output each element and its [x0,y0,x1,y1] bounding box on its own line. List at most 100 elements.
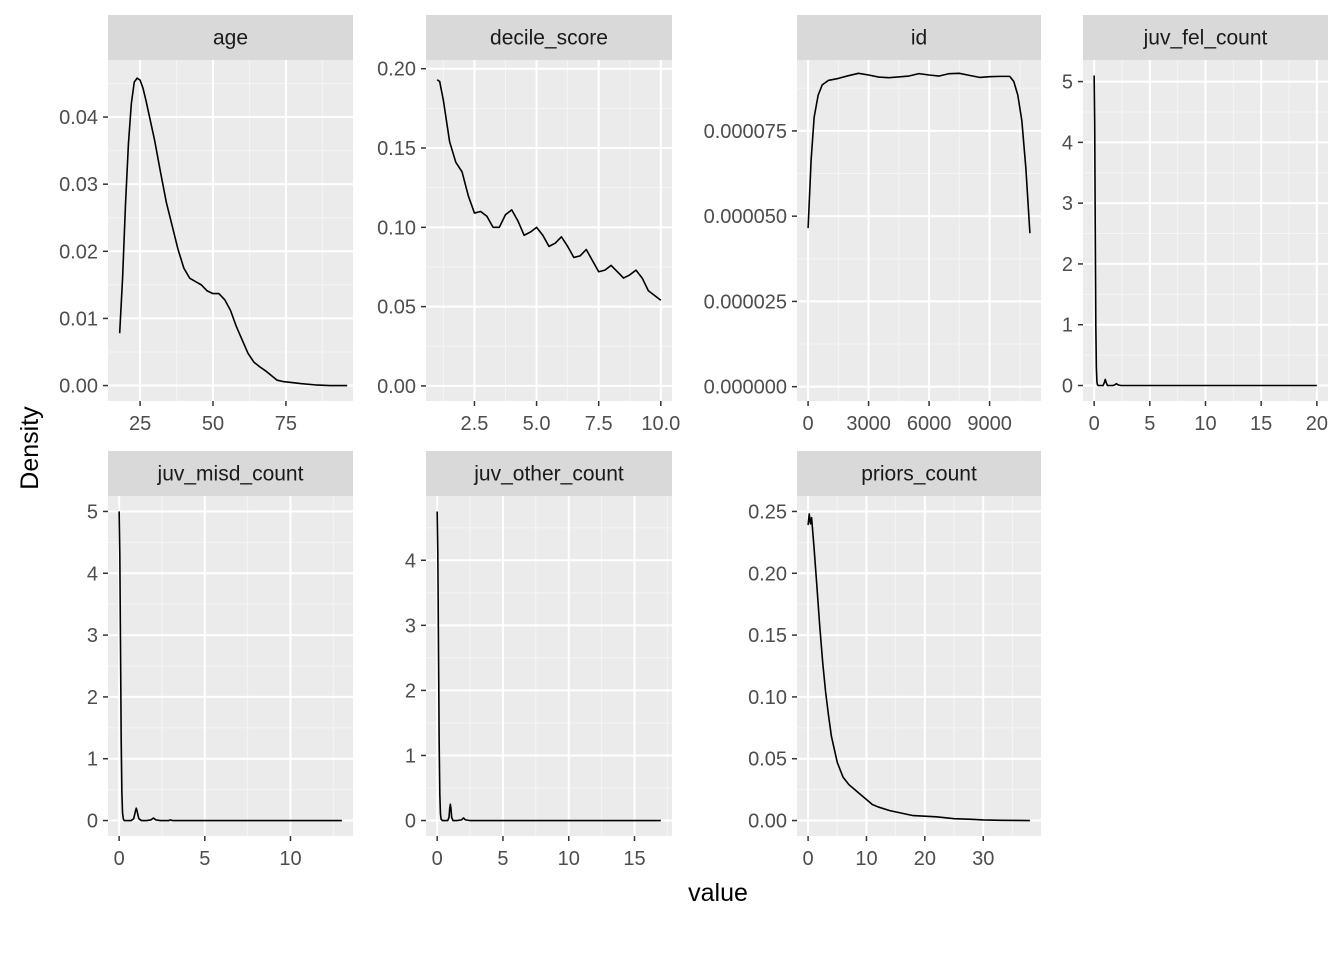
panel-age-x-tick-label: 50 [202,413,224,435]
panel-priors-count-density-line [807,513,1030,822]
panel-juv-misd-count-y-tick-label: 1 [87,749,98,771]
panel-id-density-line [807,72,1031,234]
panel-juv-fel-count-y-tick-label: 3 [1062,193,1073,215]
x-axis-title: value [688,879,748,907]
panel-juv-fel-count-density-line [1093,75,1317,387]
panel-juv-other-count-x-tick-label: 0 [432,848,443,870]
panel-priors-count-x-tick-label: 30 [972,848,994,870]
panel-id-x-tick-label: 6000 [907,413,952,435]
panel-juv-other-count-y-tick-label: 4 [405,550,416,572]
panel-juv-misd-count-y-tick-label: 0 [87,811,98,833]
panel-age-y-tick-label: 0.02 [59,241,98,263]
panel-juv-fel-count: juv_fel_count 0 5 10 15 20 0 1 2 3 4 5 [1062,15,1328,435]
panel-priors-count-y-tick-label: 0.15 [748,625,787,647]
panel-juv-other-count-y-tick-label: 2 [405,680,416,702]
panel-id-y-tick-label: 0.000075 [704,121,787,143]
panel-juv-other-count: juv_other_count 0 5 10 15 0 1 2 3 4 [405,451,672,870]
panel-decile-score-background [426,60,672,401]
panel-id-y-tick-label: 0.000050 [704,206,787,228]
panel-decile-score-x-tick-label: 10.0 [641,413,680,435]
y-axis-title: Density [16,406,44,490]
panel-juv-misd-count-strip [108,451,353,496]
panel-juv-fel-count-strip [1083,15,1328,60]
panel-id-x-tick-label: 0 [803,413,814,435]
panel-age-background [108,60,353,401]
panel-juv-fel-count-x-tick-label: 10 [1194,413,1216,435]
panel-juv-other-count-background [426,496,672,836]
panel-juv-fel-count-y-tick-label: 2 [1062,254,1073,276]
panel-juv-misd-count-y-tick-label: 3 [87,625,98,647]
panel-id: id 0 3000 6000 9000 0.000000 0.000025 0.000050 0… [704,15,1041,435]
panel-age-strip-label: age [213,27,248,50]
panel-juv-misd-count: juv_misd_count 0 5 10 0 1 2 3 4 5 [87,451,353,870]
panel-decile-score-x-tick-label: 5.0 [523,413,551,435]
panel-age-y-tick-label: 0.04 [59,107,98,129]
panel-priors-count-y-tick-label: 0.00 [748,811,787,833]
panel-decile-score-y-tick-label: 0.20 [377,59,416,81]
panel-age-density-line [118,77,348,387]
panel-decile-score-y-tick-label: 0.15 [377,138,416,160]
panel-juv-other-count-x-tick-label: 5 [497,848,508,870]
panel-juv-other-count-strip [426,451,672,496]
panel-juv-misd-count-x-tick-label: 0 [114,848,125,870]
panel-decile-score-y-tick-label: 0.00 [377,376,416,398]
panel-priors-count-x-tick-label: 20 [914,848,936,870]
panel-decile-score: decile_score 2.5 5.0 7.5 10.0 0.00 0.05 0.10 0.1… [377,15,680,435]
panel-juv-fel-count-y-tick-label: 0 [1062,376,1073,398]
panel-decile-score-y-tick-label: 0.10 [377,217,416,239]
panel-decile-score-x-tick-label: 7.5 [585,413,613,435]
panel-juv-fel-count-y-tick-label: 4 [1062,132,1073,154]
panel-juv-misd-count-x-tick-label: 10 [279,848,301,870]
panel-decile-score-y-tick-label: 0.05 [377,297,416,319]
panel-id-background [797,60,1041,401]
panel-age-y-tick-label: 0.03 [59,174,98,196]
panel-id-x-tick-label: 9000 [967,413,1012,435]
panel-juv-misd-count-strip-label: juv_misd_count [157,463,304,486]
panel-age-x-tick-label: 25 [129,413,151,435]
panel-priors-count: priors_count 0 10 20 30 0.00 0.05 0.10 0.15 0.20 0… [748,451,1041,870]
panel-juv-fel-count-y-tick-label: 5 [1062,72,1073,94]
panel-priors-count-y-tick-label: 0.10 [748,687,787,709]
panel-id-strip-label: id [911,27,927,50]
panel-priors-count-y-tick-label: 0.20 [748,563,787,585]
panel-juv-misd-count-x-tick-label: 5 [199,848,210,870]
panel-decile-score-strip [426,15,672,60]
panel-priors-count-strip-label: priors_count [861,463,977,486]
panel-age-strip [108,15,353,60]
panel-juv-fel-count-y-tick-label: 1 [1062,315,1073,337]
panel-id-y-tick-label: 0.000025 [704,291,787,313]
panel-age-x-tick-label: 75 [275,413,297,435]
panel-juv-misd-count-y-tick-label: 4 [87,563,98,585]
panel-juv-fel-count-x-tick-label: 15 [1250,413,1272,435]
panel-priors-count-y-tick-label: 0.25 [748,501,787,523]
panel-juv-fel-count-x-tick-label: 5 [1144,413,1155,435]
panel-priors-count-y-tick-label: 0.05 [748,749,787,771]
panel-juv-fel-count-x-tick-label: 0 [1089,413,1100,435]
panel-juv-other-count-y-tick-label: 1 [405,745,416,767]
panel-age-y-tick-label: 0.00 [59,376,98,398]
panel-juv-other-count-strip-label: juv_other_count [473,463,624,486]
panel-juv-misd-count-y-tick-label: 2 [87,687,98,709]
panel-priors-count-strip [797,451,1041,496]
panel-decile-score-density-line [436,79,662,301]
panel-priors-count-x-tick-label: 10 [855,848,877,870]
panel-decile-score-x-tick-label: 2.5 [461,413,489,435]
panel-id-x-tick-label: 3000 [846,413,891,435]
panel-juv-other-count-density-line [436,511,661,822]
panel-juv-fel-count-strip-label: juv_fel_count [1143,27,1268,50]
panel-juv-misd-count-y-tick-label: 5 [87,501,98,523]
panel-juv-misd-count-density-line [118,511,342,822]
panel-juv-other-count-y-tick-label: 0 [405,811,416,833]
panel-priors-count-x-tick-label: 0 [803,848,814,870]
panel-decile-score-strip-label: decile_score [490,27,608,50]
panel-juv-other-count-x-tick-label: 15 [623,848,645,870]
panel-age-y-tick-label: 0.01 [59,308,98,330]
panel-id-strip [797,15,1041,60]
panel-juv-fel-count-x-tick-label: 20 [1306,413,1328,435]
panel-id-y-tick-label: 0.000000 [704,377,787,399]
panel-juv-other-count-y-tick-label: 3 [405,615,416,637]
panel-juv-other-count-x-tick-label: 10 [558,848,580,870]
panel-age: age 25 50 75 0.00 0.01 0.02 0.03 0.04 [59,15,353,435]
